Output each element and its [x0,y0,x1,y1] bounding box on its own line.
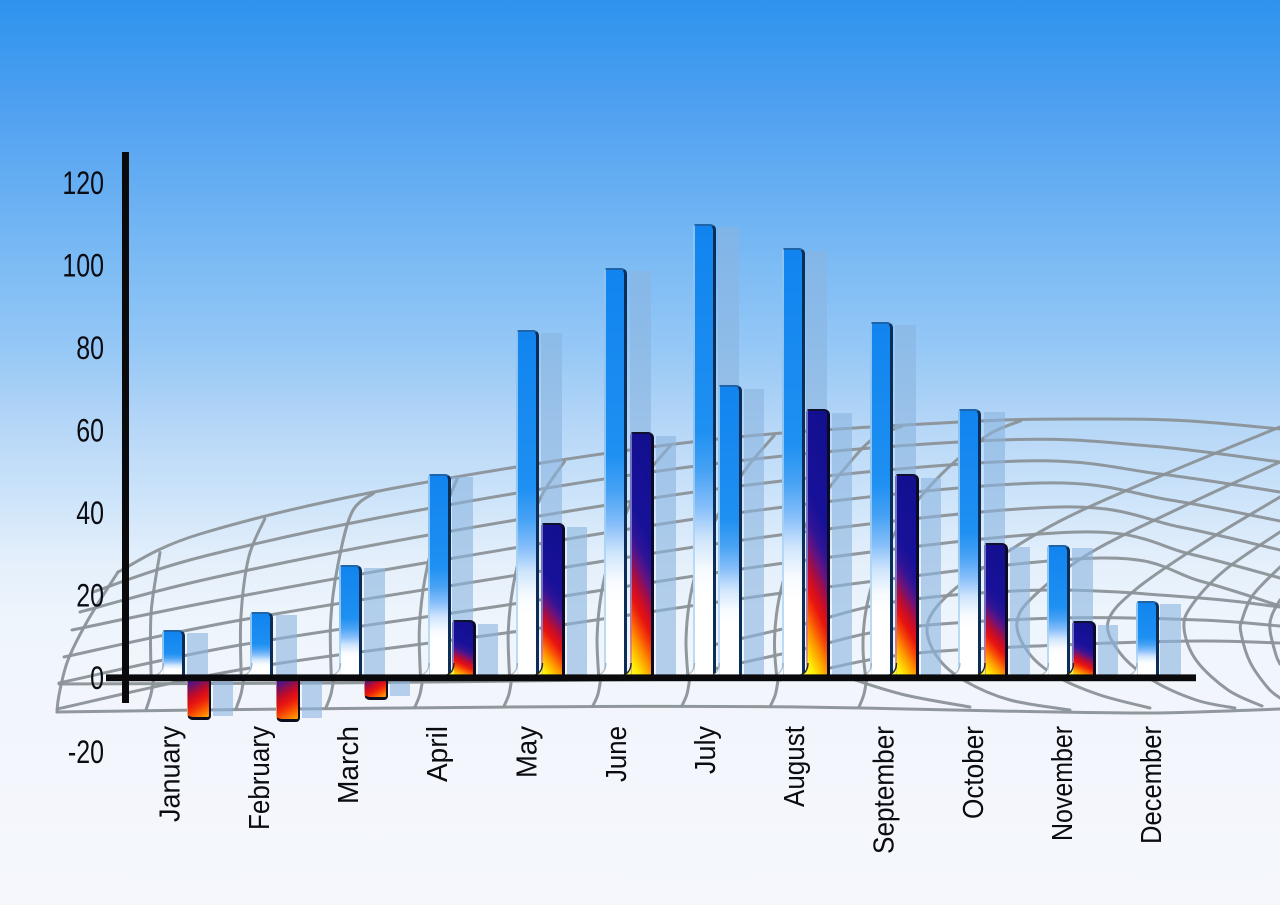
svg-text:February: February [244,726,276,830]
svg-text:20: 20 [76,579,104,615]
svg-text:120: 120 [62,166,104,202]
svg-text:September: September [869,726,901,854]
svg-text:April: April [422,726,454,782]
svg-text:May: May [512,726,544,778]
svg-text:-20: -20 [68,735,104,771]
svg-text:January: January [155,726,187,822]
svg-text:June: June [601,726,633,782]
svg-text:60: 60 [76,414,104,450]
svg-text:August: August [779,726,811,807]
svg-text:100: 100 [62,249,104,285]
svg-text:November: November [1047,726,1079,841]
svg-text:March: March [333,726,365,804]
svg-text:80: 80 [76,331,104,367]
svg-text:July: July [690,726,722,774]
svg-text:0: 0 [90,661,104,697]
svg-text:December: December [1136,726,1168,844]
svg-text:40: 40 [76,496,104,532]
svg-text:October: October [958,726,990,819]
